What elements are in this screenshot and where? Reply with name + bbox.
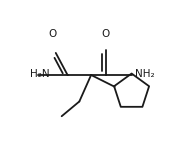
Text: O: O bbox=[102, 29, 110, 39]
Text: NH₂: NH₂ bbox=[135, 69, 154, 79]
Text: H₂N: H₂N bbox=[30, 69, 50, 79]
Text: O: O bbox=[49, 29, 57, 39]
